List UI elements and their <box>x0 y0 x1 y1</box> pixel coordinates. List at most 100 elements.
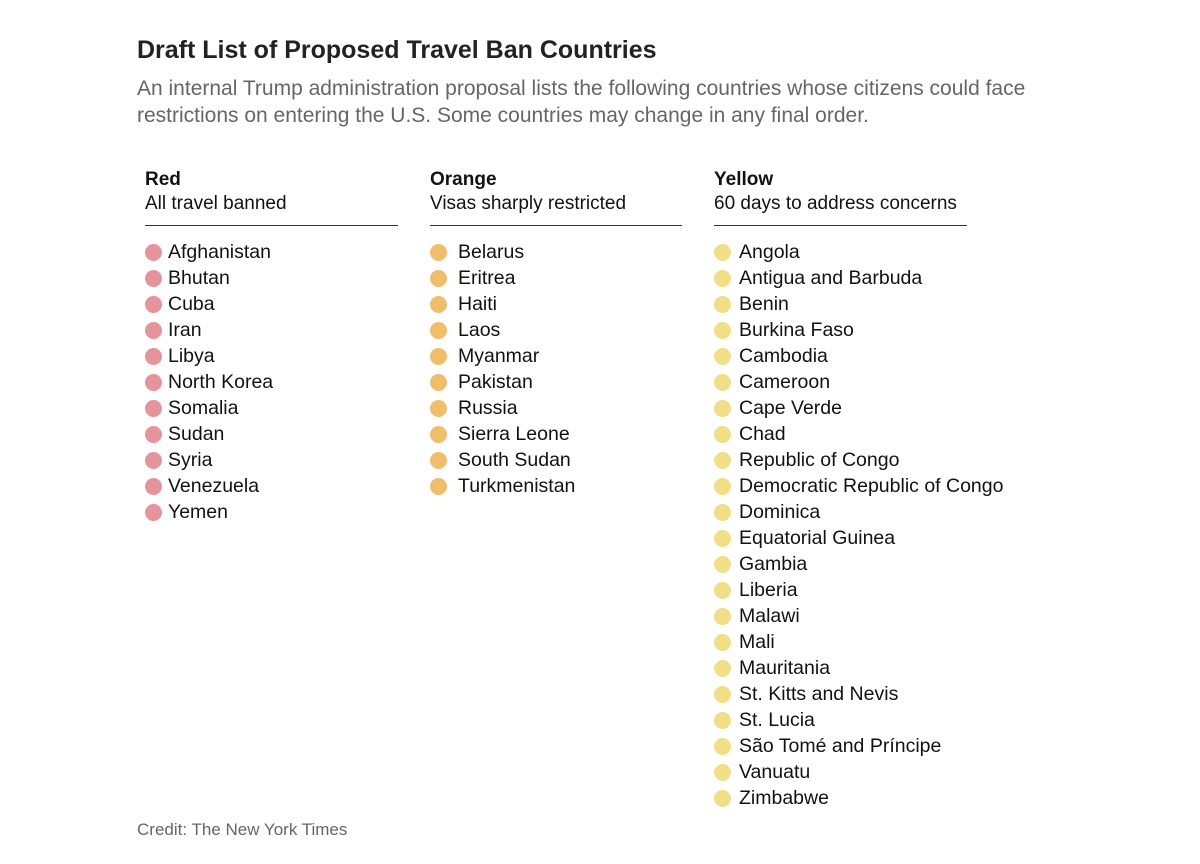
bullet-dot-icon <box>145 373 162 391</box>
list-item: Turkmenistan <box>430 473 682 499</box>
bullet-dot-icon <box>714 243 731 261</box>
list-item: Venezuela <box>145 473 400 499</box>
list-item: Republic of Congo <box>714 447 1014 473</box>
column-divider <box>714 225 967 226</box>
list-item: Eritrea <box>430 265 682 291</box>
list-item: Somalia <box>145 395 400 421</box>
country-name: St. Lucia <box>739 708 815 731</box>
country-name: Vanuatu <box>739 760 811 783</box>
list-item: St. Lucia <box>714 707 1014 733</box>
list-item: Sudan <box>145 421 400 447</box>
bullet-dot-icon <box>714 763 731 781</box>
country-name: Somalia <box>168 396 239 419</box>
country-name: Equatorial Guinea <box>739 526 896 549</box>
country-name: Bhutan <box>168 266 230 289</box>
bullet-dot-icon <box>714 789 731 807</box>
country-name: Venezuela <box>168 474 260 497</box>
list-item: Iran <box>145 317 400 343</box>
list-item: Yemen <box>145 499 400 525</box>
bullet-dot-icon <box>714 737 731 755</box>
list-item: Haiti <box>430 291 682 317</box>
country-name: Sierra Leone <box>458 422 570 445</box>
bullet-dot-icon <box>430 373 447 391</box>
bullet-dot-icon <box>714 503 731 521</box>
bullet-dot-icon <box>714 659 731 677</box>
bullet-dot-icon <box>714 269 731 287</box>
bullet-dot-icon <box>430 451 447 469</box>
list-item: Russia <box>430 395 682 421</box>
bullet-dot-icon <box>145 347 162 365</box>
bullet-dot-icon <box>145 399 162 417</box>
column-red: Red All travel banned Afghanistan Bhutan C… <box>145 168 400 525</box>
bullet-dot-icon <box>145 243 162 261</box>
list-item: Dominica <box>714 499 1014 525</box>
country-list: Belarus Eritrea Haiti Laos Myanmar Pakistan Ru… <box>430 239 682 499</box>
country-name: Cape Verde <box>739 396 842 419</box>
country-name: Burkina Faso <box>739 318 854 341</box>
list-item: St. Kitts and Nevis <box>714 681 1014 707</box>
list-item: Laos <box>430 317 682 343</box>
bullet-dot-icon <box>145 321 162 339</box>
bullet-dot-icon <box>430 295 447 313</box>
bullet-dot-icon <box>714 633 731 651</box>
bullet-dot-icon <box>714 425 731 443</box>
bullet-dot-icon <box>430 399 447 417</box>
column-divider <box>145 225 398 226</box>
country-list: Angola Antigua and Barbuda Benin Burkina Fa… <box>714 239 1014 811</box>
country-name: Iran <box>168 318 202 341</box>
bullet-dot-icon <box>145 425 162 443</box>
country-name: Dominica <box>739 500 821 523</box>
list-item: Angola <box>714 239 1014 265</box>
country-name: Republic of Congo <box>739 448 900 471</box>
bullet-dot-icon <box>145 477 162 495</box>
bullet-dot-icon <box>714 711 731 729</box>
country-name: Democratic Republic of Congo <box>739 474 1004 497</box>
country-name: Cambodia <box>739 344 828 367</box>
country-name: Belarus <box>458 240 525 263</box>
bullet-dot-icon <box>714 373 731 391</box>
column-yellow: Yellow 60 days to address concerns Angol… <box>714 168 1014 811</box>
bullet-dot-icon <box>430 243 447 261</box>
list-item: Democratic Republic of Congo <box>714 473 1014 499</box>
country-name: Gambia <box>739 552 808 575</box>
bullet-dot-icon <box>714 529 731 547</box>
list-item: Mauritania <box>714 655 1014 681</box>
bullet-dot-icon <box>714 321 731 339</box>
list-item: Cuba <box>145 291 400 317</box>
country-name: Liberia <box>739 578 798 601</box>
list-item: Pakistan <box>430 369 682 395</box>
country-name: St. Kitts and Nevis <box>739 682 899 705</box>
bullet-dot-icon <box>145 451 162 469</box>
country-name: Turkmenistan <box>458 474 576 497</box>
country-name: Mauritania <box>739 656 831 679</box>
column-description: 60 days to address concerns <box>714 193 957 214</box>
country-name: Chad <box>739 422 786 445</box>
list-item: Liberia <box>714 577 1014 603</box>
list-item: Myanmar <box>430 343 682 369</box>
country-name: North Korea <box>168 370 274 393</box>
bullet-dot-icon <box>430 321 447 339</box>
country-name: Syria <box>168 448 213 471</box>
list-item: North Korea <box>145 369 400 395</box>
bullet-dot-icon <box>430 477 447 495</box>
list-item: Antigua and Barbuda <box>714 265 1014 291</box>
country-name: Antigua and Barbuda <box>739 266 923 289</box>
country-name: Sudan <box>168 422 225 445</box>
column-title: Red <box>145 169 181 190</box>
column-description: Visas sharply restricted <box>430 193 627 214</box>
bullet-dot-icon <box>714 607 731 625</box>
list-item: Libya <box>145 343 400 369</box>
list-item: Malawi <box>714 603 1014 629</box>
country-name: Cuba <box>168 292 215 315</box>
bullet-dot-icon <box>145 503 162 521</box>
bullet-dot-icon <box>714 295 731 313</box>
country-name: Afghanistan <box>168 240 271 263</box>
list-item: Syria <box>145 447 400 473</box>
list-item: Cape Verde <box>714 395 1014 421</box>
column-description: All travel banned <box>145 193 287 214</box>
country-name: Zimbabwe <box>739 786 829 809</box>
country-name: Laos <box>458 318 501 341</box>
bullet-dot-icon <box>714 685 731 703</box>
bullet-dot-icon <box>145 269 162 287</box>
bullet-dot-icon <box>430 425 447 443</box>
